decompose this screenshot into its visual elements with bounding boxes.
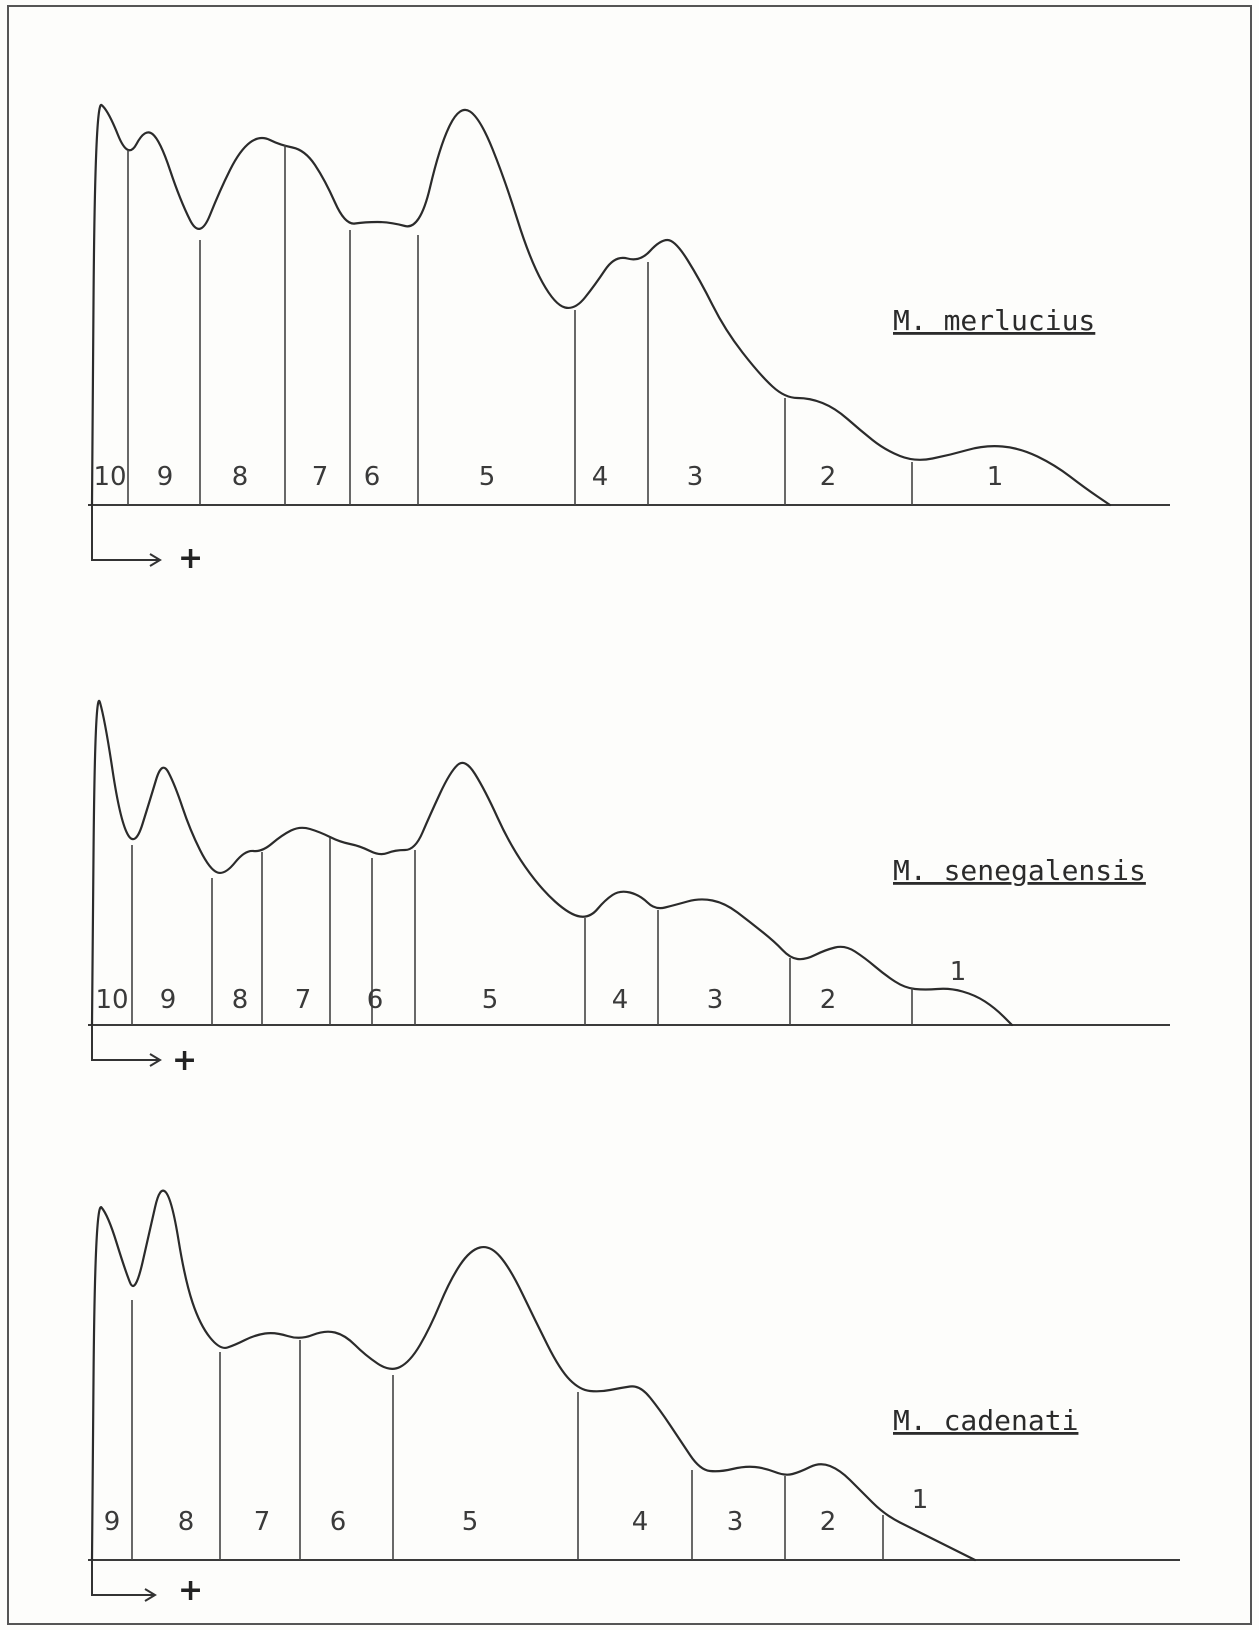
band-label: 7 xyxy=(254,1507,271,1537)
density-curve xyxy=(90,699,1014,1027)
panels: 10 9 8 7 6 5 4 3 2 1 M. merlucius +10 9 8 7 6 5 4 3 2 1 M. se… xyxy=(88,103,1180,1608)
band-label: 1 xyxy=(987,462,1004,492)
anode-plus-symbol: + xyxy=(178,541,203,576)
band-label: 2 xyxy=(820,1507,837,1537)
panel-2: 10 9 8 7 6 5 4 3 2 1 M. senegalensis + xyxy=(88,699,1170,1078)
band-label: 2 xyxy=(820,985,837,1015)
band-label: 8 xyxy=(232,985,249,1015)
band-label: 1 xyxy=(950,957,967,987)
band-label: 9 xyxy=(157,462,174,492)
species-name: M. merlucius xyxy=(893,304,1095,337)
species-name: M. cadenati xyxy=(893,1404,1078,1437)
band-label: 4 xyxy=(632,1507,649,1537)
band-label: 1 xyxy=(912,1485,929,1515)
band-label: 9 xyxy=(160,985,177,1015)
band-label: 6 xyxy=(364,462,381,492)
panel-1: 10 9 8 7 6 5 4 3 2 1 M. merlucius + xyxy=(88,103,1170,576)
band-label: 2 xyxy=(820,462,837,492)
band-label: 7 xyxy=(312,462,329,492)
band-label: 3 xyxy=(707,985,724,1015)
migration-direction-arrow xyxy=(91,505,162,567)
panel-3: 9 8 7 6 5 4 3 2 1 M. cadenati + xyxy=(88,1189,1180,1608)
band-label: 9 xyxy=(104,1507,121,1537)
band-label: 5 xyxy=(462,1507,479,1537)
page-border xyxy=(7,5,1252,1625)
anode-plus-symbol: + xyxy=(178,1573,203,1608)
anode-plus-symbol: + xyxy=(172,1043,197,1078)
density-curve xyxy=(90,1189,977,1562)
band-label: 3 xyxy=(727,1507,744,1537)
band-label: 5 xyxy=(482,985,499,1015)
band-label: 8 xyxy=(232,462,249,492)
density-curve xyxy=(90,103,1112,507)
band-label: 7 xyxy=(295,985,312,1015)
band-label: 3 xyxy=(687,462,704,492)
band-label: 5 xyxy=(479,462,496,492)
band-label: 8 xyxy=(178,1507,195,1537)
band-label: 6 xyxy=(367,985,384,1015)
band-label: 4 xyxy=(612,985,629,1015)
band-label: 10 xyxy=(95,985,128,1015)
band-label: 6 xyxy=(330,1507,347,1537)
species-name: M. senegalensis xyxy=(893,854,1146,887)
band-label: 4 xyxy=(592,462,609,492)
band-label: 10 xyxy=(93,462,126,492)
migration-direction-arrow xyxy=(91,1025,162,1067)
migration-direction-arrow xyxy=(91,1560,157,1602)
